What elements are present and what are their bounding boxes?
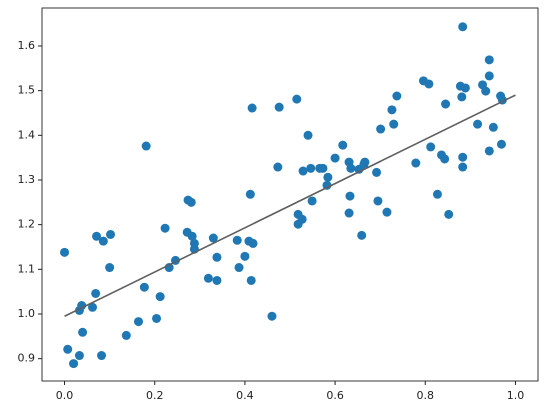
point	[444, 209, 454, 219]
point	[267, 311, 277, 321]
point	[323, 172, 333, 182]
y-tick-label: 1.4	[18, 128, 36, 141]
point	[203, 273, 213, 283]
point	[69, 359, 79, 369]
point	[484, 71, 494, 81]
point	[372, 167, 382, 177]
y-tick-label: 1.3	[18, 173, 36, 186]
point	[106, 229, 116, 239]
point	[74, 351, 84, 361]
x-tick-label: 0.0	[56, 389, 74, 402]
point	[139, 282, 149, 292]
point	[141, 141, 151, 151]
point	[460, 83, 470, 93]
point	[488, 122, 498, 132]
point	[357, 230, 367, 240]
point	[247, 103, 257, 113]
point	[187, 231, 197, 241]
point	[105, 263, 115, 273]
point	[152, 313, 162, 323]
point	[298, 166, 308, 176]
point	[88, 302, 98, 312]
point	[484, 55, 494, 65]
point	[92, 231, 102, 241]
point	[60, 247, 70, 257]
point	[78, 327, 88, 337]
point	[411, 158, 421, 168]
point	[274, 102, 284, 112]
point	[373, 196, 383, 206]
point	[344, 208, 354, 218]
point	[297, 214, 307, 224]
point	[382, 207, 392, 217]
point	[63, 344, 73, 354]
point	[481, 86, 491, 96]
point	[389, 119, 399, 129]
x-tick-label: 0.4	[236, 389, 254, 402]
x-tick-label: 0.8	[417, 389, 435, 402]
point	[330, 153, 340, 163]
point	[457, 92, 467, 102]
point	[346, 163, 356, 173]
point	[458, 152, 468, 162]
x-tick-label: 0.6	[326, 389, 344, 402]
point	[160, 223, 170, 233]
point	[91, 288, 101, 298]
point	[232, 235, 242, 245]
x-tick-label: 1.0	[507, 389, 525, 402]
point	[458, 22, 468, 32]
point	[245, 189, 255, 199]
point	[376, 124, 386, 134]
point	[473, 119, 483, 129]
point	[360, 157, 370, 167]
point	[432, 189, 442, 199]
point	[345, 191, 355, 201]
point	[240, 251, 250, 261]
y-tick-label: 1.6	[18, 39, 36, 52]
point	[121, 330, 131, 340]
point	[77, 301, 87, 311]
point	[248, 238, 258, 248]
point	[97, 351, 107, 361]
point	[212, 275, 222, 285]
point	[496, 139, 506, 149]
point	[426, 142, 436, 152]
point	[484, 146, 494, 156]
point	[212, 252, 222, 262]
point	[303, 130, 313, 140]
plot-frame	[41, 7, 539, 382]
point	[186, 197, 196, 207]
point	[338, 140, 348, 150]
point	[392, 91, 402, 101]
point	[133, 317, 143, 327]
x-tick-label: 0.2	[146, 389, 164, 402]
y-tick-label: 1.5	[18, 84, 36, 97]
point	[208, 233, 218, 243]
y-tick-label: 1.0	[18, 307, 36, 320]
point	[424, 79, 434, 89]
point	[440, 154, 450, 164]
point	[292, 94, 302, 104]
y-tick-label: 1.1	[18, 262, 36, 275]
point	[322, 180, 332, 190]
point	[387, 105, 397, 115]
point	[458, 162, 468, 172]
point	[273, 162, 283, 172]
y-tick-label: 0.9	[18, 352, 36, 365]
point	[98, 236, 108, 246]
point	[155, 292, 165, 302]
point	[307, 196, 317, 206]
point	[246, 275, 256, 285]
point	[306, 163, 316, 173]
point	[318, 163, 328, 173]
point	[234, 263, 244, 273]
point	[441, 99, 451, 109]
fit-line	[64, 94, 516, 317]
y-tick-label: 1.2	[18, 218, 36, 231]
